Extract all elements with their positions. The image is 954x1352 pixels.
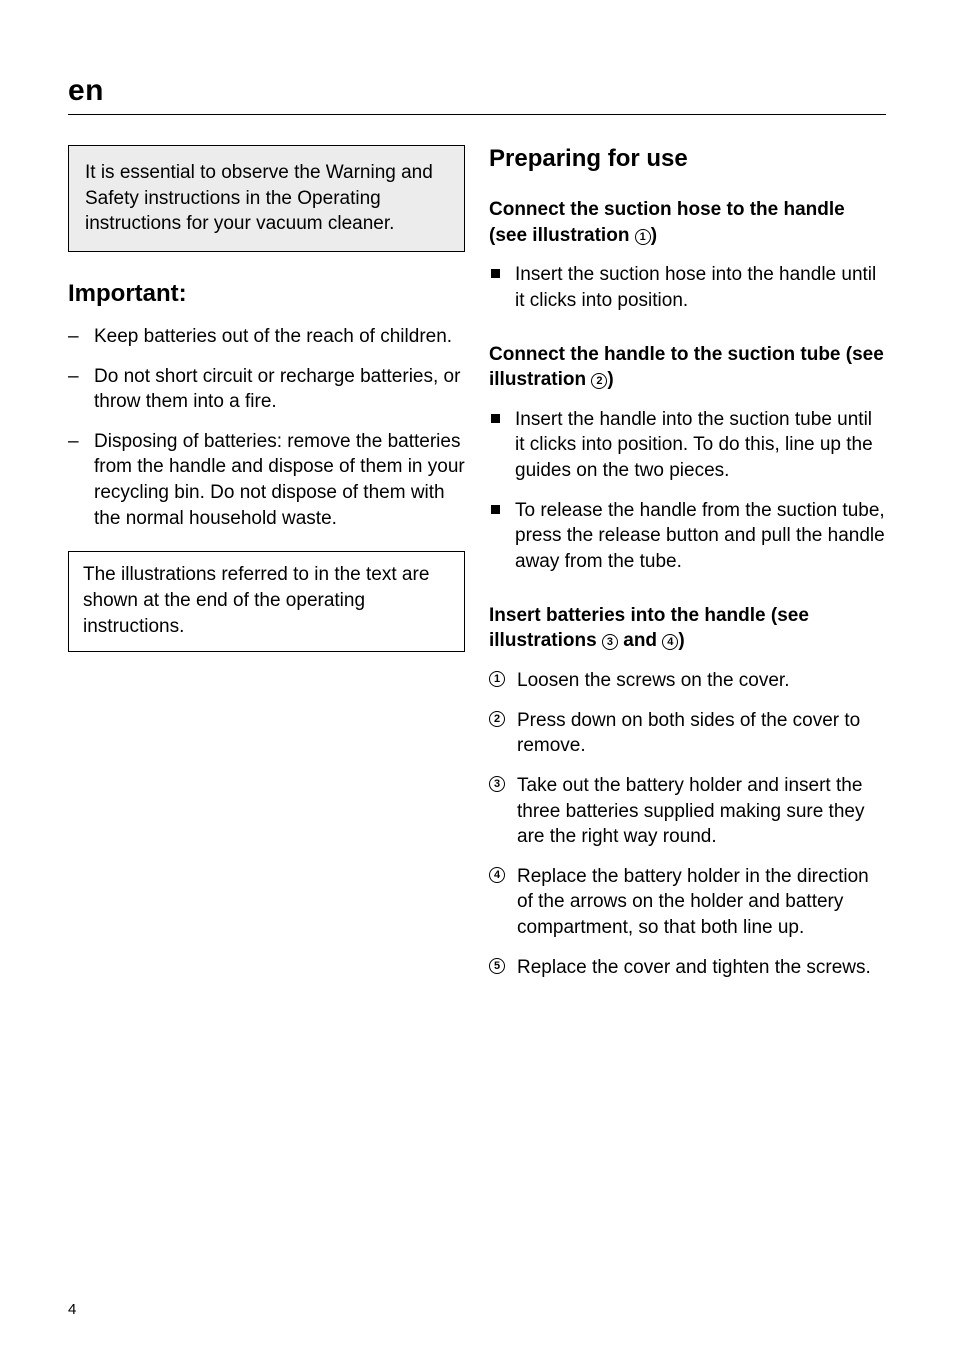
warning-box: It is essential to observe the Warning a…: [68, 145, 465, 252]
list-item: To release the handle from the suction t…: [489, 498, 886, 575]
list-item: Insert the handle into the suction tube …: [489, 407, 886, 484]
illustration-note-box: The illustrations referred to in the tex…: [68, 551, 465, 652]
section-heading: Connect the suction hose to the handle (…: [489, 197, 886, 248]
step-text: Loosen the screws on the cover.: [517, 670, 790, 691]
header-rule: [68, 114, 886, 115]
step-num-icon: 4: [489, 867, 505, 883]
preparing-heading: Preparing for use: [489, 145, 886, 173]
page-number: 4: [68, 1301, 76, 1318]
ref-icon: 3: [602, 634, 618, 650]
section-connect-handle: Connect the handle to the suction tube (…: [489, 342, 886, 575]
section-connect-hose: Connect the suction hose to the handle (…: [489, 197, 886, 314]
step-text: Press down on both sides of the cover to…: [517, 710, 860, 757]
left-column: It is essential to observe the Warning a…: [68, 145, 465, 1008]
step-num-icon: 1: [489, 671, 505, 687]
section-heading: Connect the handle to the suction tube (…: [489, 342, 886, 393]
step-text: Take out the battery holder and insert t…: [517, 775, 864, 847]
lang-indicator: en: [68, 74, 886, 108]
list-item: Disposing of batteries: remove the batte…: [68, 429, 465, 532]
list-item: 4 Replace the battery holder in the direc…: [489, 864, 886, 941]
right-column: Preparing for use Connect the suction ho…: [489, 145, 886, 1008]
heading-text: ): [651, 225, 657, 246]
numbered-list: 1 Loosen the screws on the cover. 2 Press …: [489, 668, 886, 980]
heading-text: and: [618, 630, 662, 651]
list-item: Insert the suction hose into the handle …: [489, 262, 886, 313]
ref-icon: 4: [662, 634, 678, 650]
heading-text: ): [607, 369, 613, 390]
list-item: 3 Take out the battery holder and insert …: [489, 773, 886, 850]
list-item: 5 Replace the cover and tighten the screw…: [489, 955, 886, 981]
list-item: Keep batteries out of the reach of child…: [68, 324, 465, 350]
ref-icon: 2: [591, 373, 607, 389]
section-heading: Insert batteries into the handle (see il…: [489, 603, 886, 654]
list-item: 2 Press down on both sides of the cover t…: [489, 708, 886, 759]
heading-text: Connect the suction hose to the handle (…: [489, 199, 845, 246]
step-num-icon: 5: [489, 958, 505, 974]
important-heading: Important:: [68, 280, 465, 308]
step-text: Replace the battery holder in the direct…: [517, 866, 869, 938]
heading-text: Connect the handle to the suction tube (…: [489, 344, 884, 391]
bullet-list: Insert the handle into the suction tube …: [489, 407, 886, 575]
step-num-icon: 2: [489, 711, 505, 727]
section-insert-batteries: Insert batteries into the handle (see il…: [489, 603, 886, 981]
heading-text: ): [678, 630, 684, 651]
step-num-icon: 3: [489, 776, 505, 792]
step-text: Replace the cover and tighten the screws…: [517, 957, 871, 978]
important-list: Keep batteries out of the reach of child…: [68, 324, 465, 531]
ref-icon: 1: [635, 229, 651, 245]
list-item: 1 Loosen the screws on the cover.: [489, 668, 886, 694]
list-item: Do not short circuit or recharge batteri…: [68, 364, 465, 415]
bullet-list: Insert the suction hose into the handle …: [489, 262, 886, 313]
